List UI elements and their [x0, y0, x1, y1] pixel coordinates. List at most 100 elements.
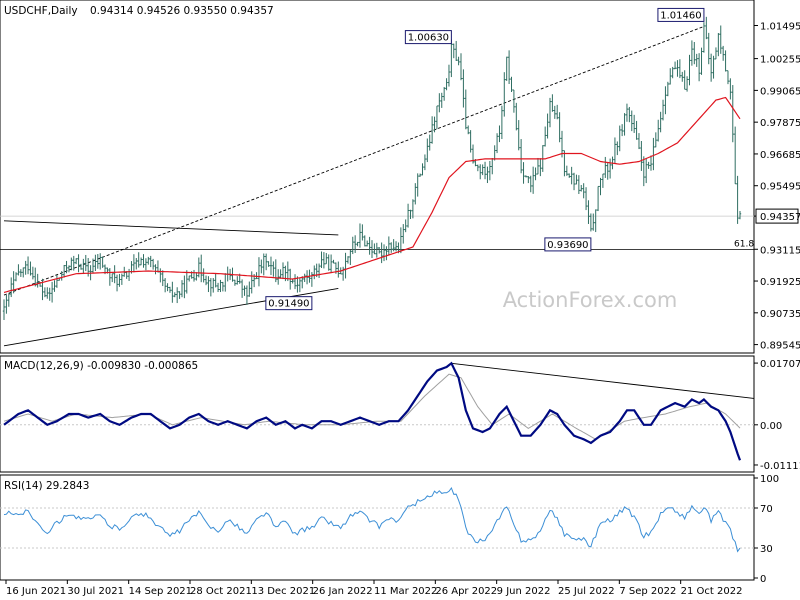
price-bar	[82, 258, 85, 275]
price-bar	[697, 53, 701, 82]
moving-average	[3, 96, 741, 293]
price-bar	[661, 99, 665, 121]
price-bar	[575, 174, 578, 185]
price-bar	[486, 166, 489, 184]
fib-label: 61.8	[734, 239, 754, 249]
price-bar	[137, 252, 140, 268]
rsi-line	[3, 486, 741, 553]
price-bar	[438, 93, 441, 113]
y-tick-label: 0.97875	[760, 118, 800, 129]
y-tick-label: 0.99065	[760, 86, 800, 97]
price-bar	[543, 126, 547, 147]
price-bar	[649, 155, 653, 171]
price-bar	[539, 158, 542, 177]
price-bar	[368, 236, 371, 255]
price-bar	[476, 164, 480, 172]
price-bar	[111, 273, 114, 283]
price-bar	[279, 269, 282, 279]
price-bar	[132, 254, 136, 273]
price-bar	[212, 278, 215, 293]
price-bar	[70, 257, 73, 271]
price-bar	[647, 161, 650, 169]
price-bar	[500, 105, 504, 140]
price-bar	[531, 166, 535, 194]
price-bar	[587, 200, 590, 224]
price-bar	[221, 281, 225, 292]
price-bar	[582, 183, 585, 199]
last-price-label: 0.94357	[760, 212, 800, 223]
level-annotation: 1.01460	[657, 7, 705, 22]
price-bar	[529, 175, 532, 193]
price-bar	[452, 43, 455, 59]
y-tick-label: 0.89545	[760, 341, 800, 352]
rsi-y-tick-label: 70	[760, 504, 773, 515]
price-bar	[558, 112, 561, 143]
price-bar	[659, 111, 662, 133]
price-bar	[714, 47, 718, 60]
price-bar	[272, 261, 275, 277]
price-bar	[363, 235, 366, 247]
price-bar	[479, 164, 482, 180]
price-bar	[556, 104, 559, 120]
price-bar	[24, 260, 27, 275]
price-bar	[55, 274, 59, 288]
price-bar	[589, 213, 593, 232]
price-bar	[281, 262, 285, 280]
price-bar	[19, 269, 23, 277]
price-bar	[628, 106, 631, 123]
y-tick-label: 0.93115	[760, 245, 800, 256]
x-tick-label: 21 Oct 2022	[681, 586, 743, 597]
price-bar	[14, 272, 18, 282]
last-price-box: 0.94357	[755, 208, 800, 224]
macd-panel	[0, 355, 755, 473]
macd-y-tick-label: 0.00	[760, 421, 782, 432]
price-bar	[392, 239, 395, 252]
price-bar	[375, 242, 379, 258]
price-bar	[517, 120, 520, 151]
price-bar	[673, 61, 677, 70]
price-bar	[450, 39, 453, 78]
price-bar	[512, 89, 516, 113]
price-bar	[173, 292, 176, 298]
price-bar	[236, 276, 239, 285]
price-bar	[736, 175, 739, 224]
price-bar	[301, 276, 304, 289]
ma-line	[3, 96, 741, 293]
price-bar	[700, 47, 703, 75]
price-bar	[577, 175, 581, 195]
price-bar	[584, 187, 588, 211]
price-bar	[219, 279, 222, 293]
price-bar	[428, 134, 431, 151]
price-bar	[671, 66, 674, 79]
annotation-box	[404, 30, 452, 45]
macd-y-tick-label: -0.011111	[760, 461, 800, 472]
price-bar	[161, 270, 164, 287]
x-tick-label: 9 Jun 2022	[497, 586, 551, 597]
price-bar	[551, 94, 554, 112]
price-bar	[79, 263, 83, 270]
price-bar	[127, 268, 131, 282]
price-bar	[195, 272, 198, 281]
price-bar	[62, 265, 66, 278]
price-bar	[423, 154, 427, 171]
price-bar	[7, 293, 11, 307]
price-bar	[305, 270, 309, 285]
price-bar	[43, 287, 47, 298]
price-bar	[329, 254, 333, 273]
price-bar	[481, 164, 484, 176]
symbol-label: USDCHF,Daily	[4, 5, 78, 17]
price-bar	[548, 97, 552, 128]
price-bar	[65, 260, 68, 274]
price-bar	[31, 266, 35, 280]
price-bar	[322, 252, 326, 269]
annotation-text: 1.00630	[408, 33, 449, 44]
annotation-box	[544, 237, 592, 252]
price-bar	[464, 89, 468, 130]
price-bar	[147, 256, 150, 265]
x-tick-label: 28 Oct 2021	[190, 586, 252, 597]
price-bar	[115, 274, 119, 292]
price-bar	[262, 253, 265, 276]
price-bar	[36, 273, 39, 288]
price-bar	[683, 70, 686, 90]
